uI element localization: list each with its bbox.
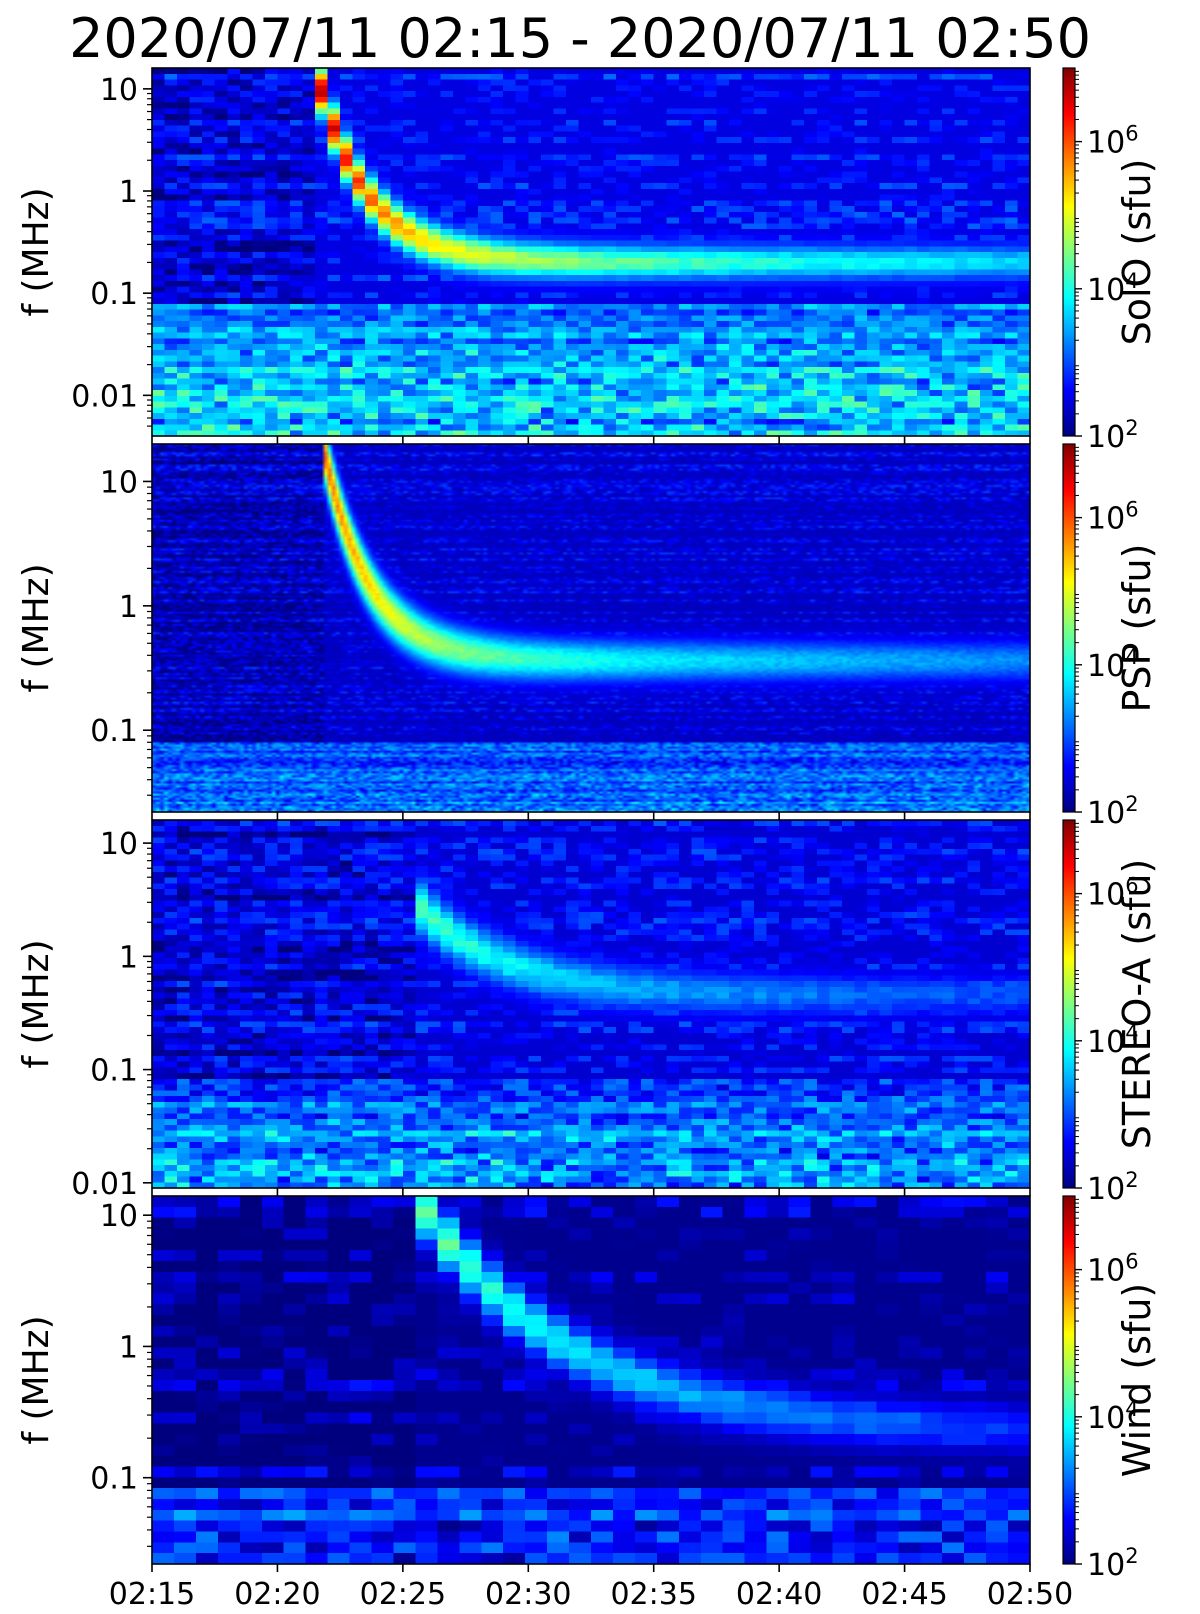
colorbar-tick-label: 106 (1087, 498, 1139, 537)
y-axis-label: f (MHz) (16, 1315, 57, 1444)
y-tick-label: 0.01 (71, 1167, 138, 1202)
y-tick-label: 10 (100, 73, 138, 108)
colorbar-tick-label: 102 (1087, 792, 1139, 831)
colorbar-tick-label: 104 (1087, 269, 1139, 308)
x-tick-label: 02:25 (360, 1577, 446, 1612)
x-tick-label: 02:15 (109, 1577, 195, 1612)
x-tick-label: 02:45 (861, 1577, 947, 1612)
x-tick-label: 02:20 (234, 1577, 320, 1612)
colorbar-strip (1062, 1195, 1076, 1565)
colorbar-label: SolO (sfu) (1115, 159, 1159, 346)
y-tick-label: 1 (119, 175, 138, 210)
y-tick-label: 1 (119, 590, 138, 625)
y-tick-label: 0.01 (71, 379, 138, 414)
colorbar-tick-label: 102 (1087, 1168, 1139, 1207)
colorbar-label: PSP (sfu) (1115, 544, 1159, 713)
colorbar-tick-label: 104 (1087, 645, 1139, 684)
y-tick-label: 0.1 (90, 277, 138, 312)
colorbar-tick-label: 104 (1087, 1397, 1139, 1436)
y-tick-label: 0.1 (90, 1054, 138, 1089)
colorbar-tick-label: 106 (1087, 122, 1139, 161)
panel-psp: 10 1 0.1 f (MHz) 102 104 106 PSP (sfu) (16, 443, 1159, 831)
plot-frame (151, 1195, 1031, 1565)
colorbar-tick-label: 106 (1087, 874, 1139, 913)
y-axis-label: f (MHz) (16, 563, 57, 692)
spectrogram-stereo-a (152, 820, 1030, 1188)
y-tick-label: 1 (119, 940, 138, 975)
figure-title: 2020/07/11 02:15 - 2020/07/11 02:50 (69, 7, 1091, 70)
y-tick-label: 10 (100, 465, 138, 500)
x-tick-label: 02:40 (736, 1577, 822, 1612)
y-tick-label: 1 (119, 1330, 138, 1365)
colorbar-tick-label: 104 (1087, 1021, 1139, 1060)
spectrogram-psp (152, 444, 1030, 812)
x-tick-label: 02:30 (485, 1577, 571, 1612)
plot-frame (151, 67, 1031, 437)
x-tick-label: 02:35 (610, 1577, 696, 1612)
colorbar-label: Wind (sfu) (1115, 1283, 1159, 1478)
y-tick-label: 10 (100, 827, 138, 862)
y-axis-label: f (MHz) (16, 939, 57, 1068)
colorbar-label: STEREO-A (sfu) (1115, 859, 1159, 1150)
plot-frame (151, 443, 1031, 813)
y-tick-label: 0.1 (90, 714, 138, 749)
y-tick-label: 10 (100, 1199, 138, 1234)
colorbar-tick-label: 102 (1087, 416, 1139, 455)
colorbar-strip (1062, 819, 1076, 1189)
colorbar-tick-label: 106 (1087, 1250, 1139, 1289)
spectrogram-solo (152, 68, 1030, 436)
y-axis-label: f (MHz) (16, 187, 57, 316)
colorbar-tick-label: 102 (1087, 1544, 1139, 1583)
plot-frame (151, 819, 1031, 1189)
spectrogram-wind (152, 1196, 1030, 1564)
colorbar-strip (1062, 67, 1076, 437)
panel-wind: 10 1 0.1 f (MHz) 02:15 02:20 02:25 02:30 02:35 02… (16, 1195, 1159, 1612)
colorbar-strip (1062, 443, 1076, 813)
colorbar-psp: 102 104 106 PSP (sfu) (1062, 443, 1159, 831)
x-tick-label: 02:50 (987, 1577, 1073, 1612)
y-tick-label: 0.1 (90, 1462, 138, 1497)
